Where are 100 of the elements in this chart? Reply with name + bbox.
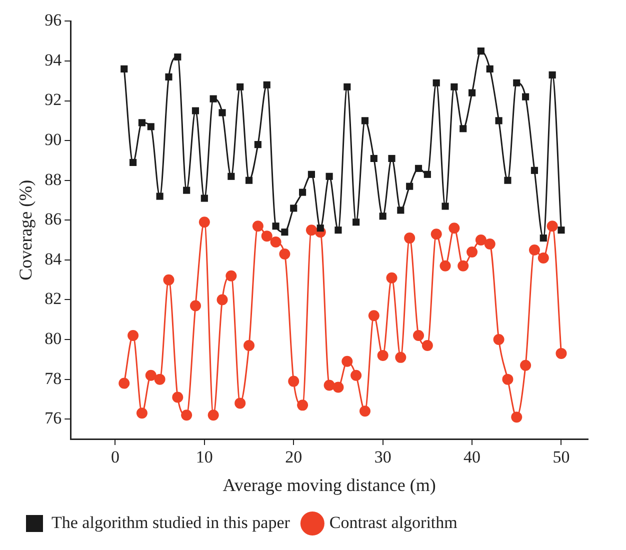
- point: [359, 406, 370, 417]
- point: [370, 154, 378, 162]
- point: [279, 248, 290, 260]
- y-tick-label: 86: [44, 210, 62, 229]
- point: [172, 392, 184, 403]
- point: [120, 65, 128, 72]
- point: [165, 73, 172, 80]
- point: [138, 119, 146, 126]
- y-tick-label: 88: [44, 170, 62, 189]
- point: [288, 376, 300, 387]
- point: [528, 244, 540, 256]
- y-tick-label: 84: [44, 249, 62, 268]
- point: [406, 182, 414, 190]
- point: [261, 230, 272, 242]
- point: [350, 370, 362, 381]
- point: [234, 398, 246, 409]
- point: [361, 117, 369, 124]
- point: [430, 228, 442, 240]
- y-tick-label: 78: [44, 368, 62, 388]
- point: [254, 141, 262, 148]
- y-tick-label: 92: [44, 90, 62, 110]
- point: [174, 53, 182, 61]
- point: [342, 356, 353, 367]
- point: [334, 226, 342, 234]
- point: [245, 176, 253, 184]
- x-tick-label: 50: [552, 448, 570, 467]
- point: [352, 218, 360, 226]
- point: [228, 172, 235, 180]
- point: [460, 125, 467, 132]
- x-tick-label: 40: [464, 448, 481, 467]
- point: [466, 246, 478, 258]
- point: [136, 408, 148, 419]
- point: [181, 410, 192, 421]
- point: [308, 170, 315, 178]
- y-tick-label: 90: [44, 130, 62, 150]
- point: [154, 374, 166, 385]
- point: [244, 340, 255, 351]
- point: [252, 220, 264, 232]
- point: [216, 294, 228, 306]
- point: [424, 170, 431, 178]
- point: [163, 274, 174, 286]
- y-tick-label: 82: [44, 289, 62, 308]
- point: [316, 224, 324, 232]
- point: [208, 410, 219, 421]
- point: [379, 212, 386, 220]
- point: [200, 194, 208, 202]
- point: [504, 176, 512, 184]
- point: [414, 164, 422, 172]
- point: [502, 374, 514, 385]
- point: [530, 166, 538, 174]
- point: [538, 252, 549, 264]
- point: [377, 350, 388, 361]
- y-tick-label: 80: [44, 328, 62, 348]
- point: [344, 83, 351, 90]
- point: [556, 348, 567, 359]
- point: [548, 71, 556, 78]
- x-tick-label: 20: [285, 448, 302, 467]
- point: [493, 334, 504, 346]
- x-tick-label: 0: [110, 448, 120, 467]
- point: [183, 186, 190, 194]
- x-axis-title: Average moving distance (m): [222, 474, 436, 495]
- point: [386, 272, 398, 284]
- point: [475, 234, 486, 246]
- point: [326, 172, 333, 180]
- point: [270, 236, 282, 248]
- point: [477, 48, 484, 55]
- point: [290, 204, 298, 212]
- point: [297, 400, 308, 411]
- point: [468, 89, 476, 96]
- point: [458, 260, 469, 272]
- point: [558, 226, 565, 234]
- y-tick-label: 76: [44, 408, 62, 428]
- point: [130, 158, 137, 166]
- point: [404, 232, 416, 244]
- point: [145, 370, 156, 381]
- point: [432, 79, 440, 86]
- point: [332, 382, 344, 393]
- point: [450, 83, 458, 90]
- point: [397, 206, 404, 214]
- point: [442, 202, 449, 210]
- y-tick-label: 94: [44, 50, 62, 70]
- point: [210, 95, 217, 102]
- point: [448, 222, 460, 234]
- point: [484, 238, 496, 250]
- point: [422, 340, 433, 351]
- point: [198, 216, 210, 228]
- point: [522, 93, 530, 100]
- point: [513, 79, 520, 86]
- point: [281, 228, 288, 236]
- point: [395, 352, 406, 363]
- x-tick-label: 10: [196, 448, 213, 467]
- point: [495, 117, 502, 124]
- point: [272, 222, 280, 230]
- point: [368, 310, 380, 322]
- point: [218, 109, 226, 116]
- point: [440, 260, 451, 272]
- point: [192, 107, 200, 114]
- point: [263, 81, 270, 88]
- point: [520, 360, 532, 371]
- point: [486, 65, 494, 72]
